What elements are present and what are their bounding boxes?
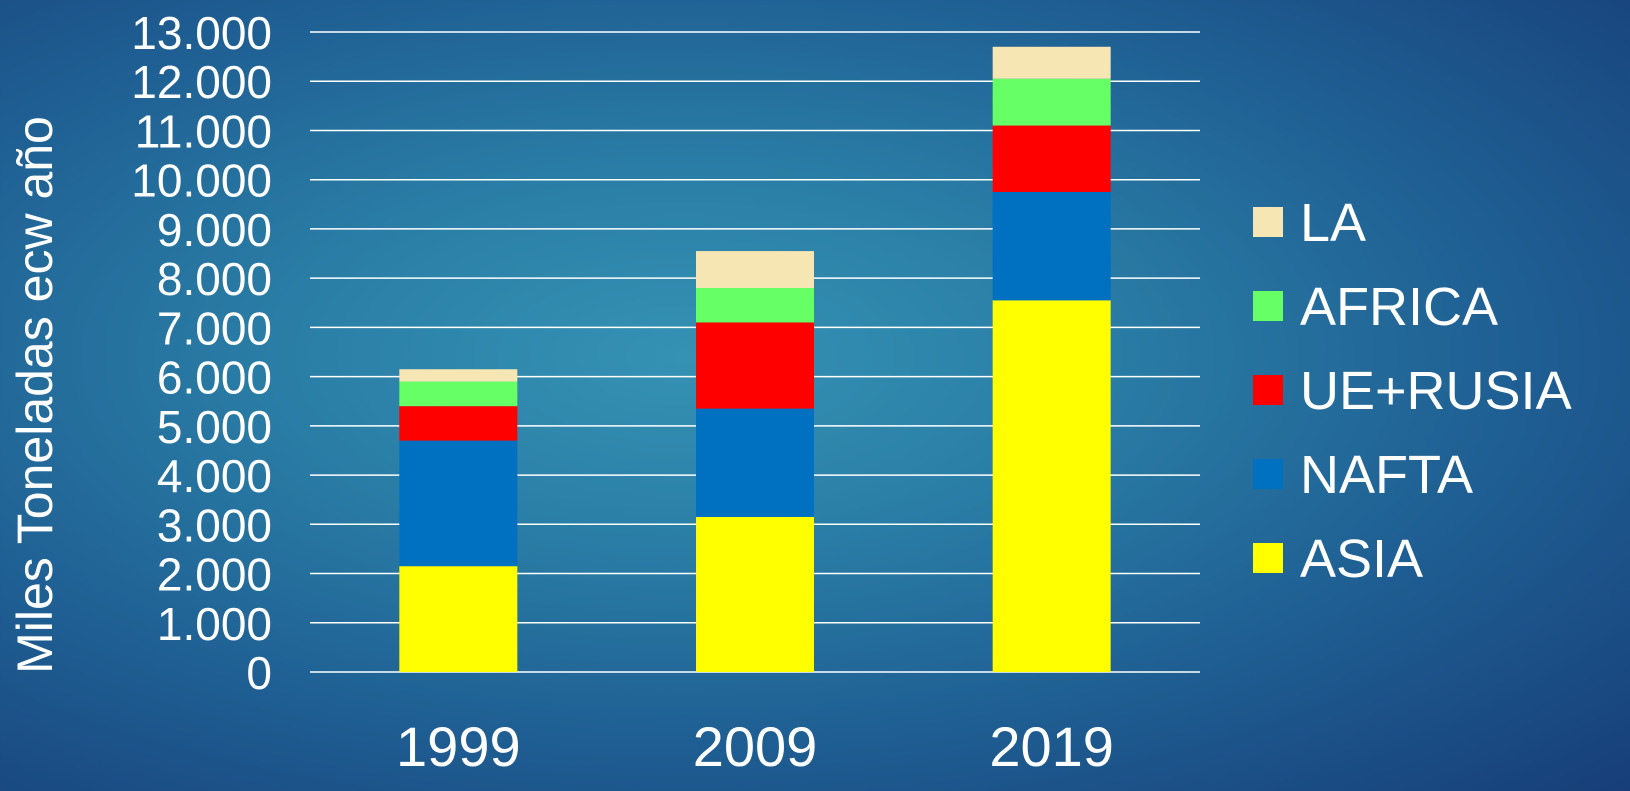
x-tick-label: 1999 [396,715,521,778]
legend-swatch [1253,291,1283,321]
bar-segment [992,125,1111,192]
bar-segment [399,440,518,567]
bar-segment [399,381,518,407]
y-tick-label: 13.000 [131,7,272,59]
bars [399,46,1111,672]
bar-segment [992,192,1111,301]
bar-segment [992,46,1111,79]
legend-swatch [1253,375,1283,405]
bar-segment [696,288,814,323]
bar-segment [992,78,1111,126]
bar-segment [696,408,814,517]
bar-segment [696,516,814,672]
y-tick-label: 4.000 [157,450,272,502]
x-axis-ticks: 1999 2009 2019 [396,715,1114,778]
bar-segment [696,251,814,288]
bar-segment [992,300,1111,672]
y-axis-label: Miles Toneladas ecw año [7,116,63,674]
y-tick-label: 12.000 [131,56,272,108]
y-tick-label: 2.000 [157,549,272,601]
legend-label: NAFTA [1300,445,1473,505]
y-tick-label: 11.000 [135,105,272,157]
legend-swatch [1253,459,1283,489]
y-tick-label: 6.000 [157,352,272,404]
x-tick-label: 2009 [693,715,818,778]
y-tick-label: 7.000 [157,302,272,354]
y-tick-label: 1.000 [157,598,272,650]
y-tick-label: 9.000 [157,204,272,256]
y-tick-label: 0 [246,647,272,699]
legend-swatch [1253,543,1283,573]
legend-swatch [1253,207,1283,237]
legend-label: LA [1300,193,1366,253]
bar-segment [696,322,814,409]
x-tick-label: 2019 [989,715,1114,778]
legend-label: ASIA [1300,529,1423,589]
y-tick-label: 3.000 [157,499,272,551]
y-axis-ticks: 01.0002.0003.0004.0005.0006.0007.0008.00… [131,7,272,699]
legend-label: AFRICA [1300,277,1498,337]
bar-segment [399,406,518,441]
y-tick-label: 5.000 [157,401,272,453]
legend: LA AFRICA UE+RUSIA NAFTA ASIA [1253,193,1572,589]
bar-segment [399,566,518,672]
y-tick-label: 10.000 [131,155,272,207]
legend-label: UE+RUSIA [1300,361,1572,421]
bar-segment [399,369,518,382]
y-tick-label: 8.000 [157,253,272,305]
